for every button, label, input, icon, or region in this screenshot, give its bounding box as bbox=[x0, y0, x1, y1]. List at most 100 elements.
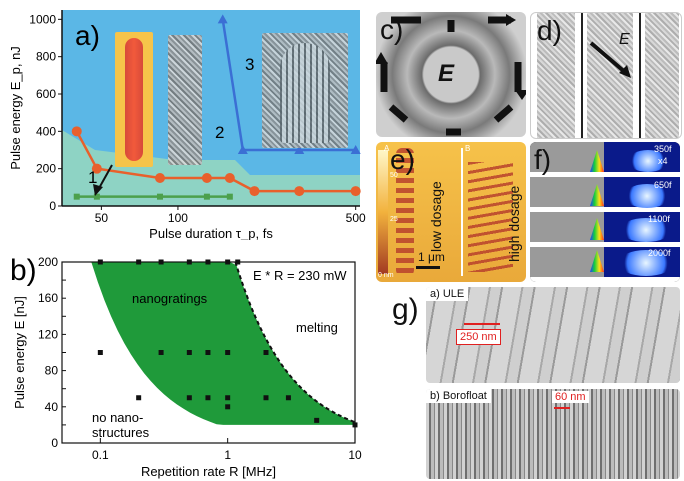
chart-b: 0 40 80 120 160 200 0.1 1 10 Repetition rate R [M… bbox=[10, 254, 362, 479]
sem-borofloat-title: b) Borofloat bbox=[426, 389, 491, 403]
series-a-1-point bbox=[93, 193, 100, 200]
annotation-no-nano: no nano- bbox=[92, 410, 143, 425]
series-a-0-point bbox=[154, 173, 165, 183]
series-a-1-point bbox=[73, 193, 80, 200]
scale-bar-e bbox=[416, 266, 440, 269]
sem-borofloat: b) Borofloat 60 nm bbox=[426, 389, 680, 479]
series-a-0-point bbox=[249, 186, 260, 197]
x-tick-label-a: 500 bbox=[346, 211, 366, 225]
annotation-nanogratings: nanogratings bbox=[132, 291, 208, 306]
y-axis-label-b: Pulse energy E [nJ] bbox=[12, 296, 27, 409]
y-axis-label-a: Pulse energy E_p, nJ bbox=[8, 46, 23, 170]
series-a-1-point bbox=[203, 193, 210, 200]
data-point-b bbox=[225, 395, 231, 401]
series-a-1-point bbox=[156, 193, 163, 200]
panel-e-image: e) A B 50 25 0 nm low dosage high dosage… bbox=[376, 142, 526, 282]
sem-ule-scale: 250 nm bbox=[456, 329, 501, 345]
data-point-b bbox=[225, 404, 231, 410]
panel-g: g) a) ULE 250 nm b) Borofloat 60 nm bbox=[376, 287, 682, 481]
data-point-b bbox=[263, 350, 269, 355]
data-point-b bbox=[136, 259, 142, 265]
annotation-er: E * R = 230 mW bbox=[253, 268, 347, 283]
data-point-b bbox=[205, 350, 211, 355]
colorbar bbox=[378, 150, 388, 274]
region-label-1: 1 bbox=[88, 168, 97, 187]
annotation-structures: structures bbox=[92, 425, 150, 440]
y-tick-label-b: 200 bbox=[38, 255, 58, 269]
data-point-b bbox=[352, 422, 358, 428]
panel-g-label: g) bbox=[392, 293, 419, 326]
x-tick-label-b: 1 bbox=[224, 448, 231, 462]
annotation-melting: melting bbox=[296, 320, 338, 335]
panel-e-label: e) bbox=[390, 144, 415, 175]
region-label-2: 2 bbox=[215, 123, 224, 142]
y-tick-label-b: 120 bbox=[38, 327, 58, 341]
series-a-0-point bbox=[350, 186, 361, 197]
sem-ule-scale-arrow bbox=[464, 323, 500, 325]
panel-b-label: b) bbox=[10, 254, 37, 287]
series-a-0-point bbox=[201, 173, 212, 183]
data-point-b bbox=[186, 350, 192, 355]
panel-b: 0 40 80 120 160 200 0.1 1 10 Repetition rate R [M… bbox=[0, 240, 372, 481]
sem-ule: a) ULE 250 nm bbox=[426, 287, 680, 383]
panel-a-label: a) bbox=[75, 20, 100, 51]
panel-c-label: c) bbox=[380, 14, 404, 45]
panel-c-field-label: E bbox=[438, 60, 455, 87]
y-tick-label-a: 200 bbox=[36, 162, 56, 176]
series-a-2-point bbox=[350, 145, 361, 154]
series-a-1-point bbox=[226, 193, 233, 200]
data-point-b bbox=[136, 395, 142, 401]
panel-a: 0 200 400 600 800 1000 50 100 500 Pulse duration … bbox=[0, 0, 372, 240]
series-a-0-point bbox=[294, 186, 305, 197]
y-tick-label-b: 160 bbox=[38, 291, 58, 305]
data-point-b bbox=[285, 395, 291, 401]
x-tick-label-a: 50 bbox=[95, 211, 109, 225]
panel-d-image: d) E bbox=[530, 12, 682, 139]
panel-e-sub-a: A bbox=[384, 144, 390, 153]
panel-c-image: c) E bbox=[376, 12, 526, 137]
zoom-x4: x4 bbox=[658, 156, 668, 166]
low-dosage-label: low dosage bbox=[428, 181, 444, 252]
data-point-b bbox=[97, 350, 103, 355]
time-2000: 2000f bbox=[648, 248, 671, 258]
data-point-b bbox=[314, 417, 320, 423]
data-point-b bbox=[225, 259, 231, 265]
cbar-tick-25: 25 bbox=[390, 216, 398, 223]
series-a-2-point bbox=[217, 14, 228, 24]
data-point-b bbox=[235, 259, 241, 265]
data-point-b bbox=[97, 259, 103, 265]
series-a-2-point bbox=[237, 145, 248, 154]
data-point-b bbox=[225, 350, 231, 355]
series-a-2-line bbox=[221, 19, 356, 152]
series-a-0-line bbox=[75, 130, 356, 193]
cbar-tick-0: 0 nm bbox=[378, 272, 394, 279]
y-tick-label-b: 80 bbox=[45, 364, 59, 378]
nanogratings-region bbox=[91, 262, 356, 425]
x-tick-label-a: 100 bbox=[168, 211, 188, 225]
y-tick-label-b: 0 bbox=[51, 436, 58, 450]
scale-text-e: 1 μm bbox=[418, 250, 445, 264]
panel-e-sub-b: B bbox=[465, 144, 471, 153]
data-point-b bbox=[158, 259, 164, 265]
panel-c-arrows bbox=[376, 14, 526, 136]
data-point-b bbox=[186, 395, 192, 401]
sem-borofloat-scale-arrow bbox=[554, 407, 570, 409]
data-point-b bbox=[186, 259, 192, 265]
x-tick-label-b: 10 bbox=[348, 448, 362, 462]
x-axis-label-b: Repetition rate R [MHz] bbox=[141, 464, 276, 479]
y-tick-label-a: 1000 bbox=[29, 12, 56, 26]
panel-d-vector-label: E bbox=[619, 31, 630, 48]
cbar-tick-50: 50 bbox=[390, 172, 398, 179]
sem-ule-title: a) ULE bbox=[426, 287, 469, 301]
high-dosage-label: high dosage bbox=[506, 185, 522, 262]
time-1100: 1100f bbox=[648, 214, 670, 224]
region-label-3: 3 bbox=[245, 55, 254, 74]
micrograph-red-track bbox=[115, 32, 153, 167]
panel-d-arrows bbox=[589, 41, 631, 78]
region-1-arrow bbox=[97, 164, 113, 191]
melting-boundary-line bbox=[234, 261, 356, 424]
y-tick-label-a: 800 bbox=[36, 50, 56, 64]
y-tick-label-b: 40 bbox=[45, 400, 59, 414]
data-point-b bbox=[205, 395, 211, 401]
x-axis-label-a: Pulse duration τ_p, fs bbox=[149, 226, 273, 240]
